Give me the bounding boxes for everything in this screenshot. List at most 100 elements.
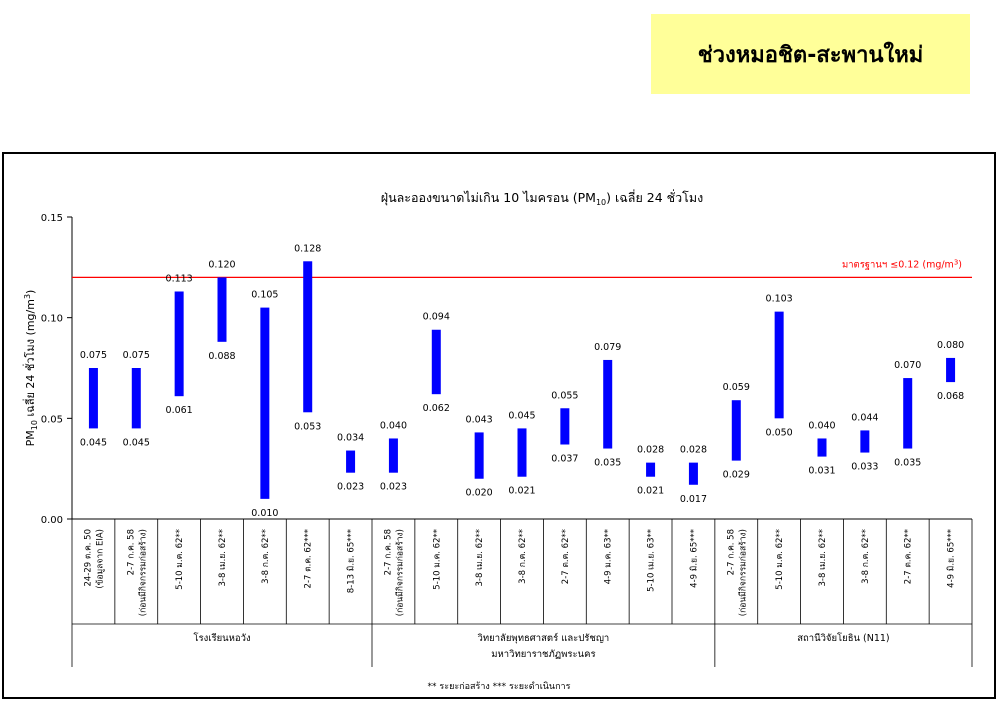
min-value-label: 0.088	[208, 351, 235, 362]
min-value-label: 0.031	[808, 466, 835, 477]
max-value-label: 0.070	[894, 360, 921, 371]
min-value-label: 0.017	[680, 494, 707, 505]
range-bar	[560, 408, 570, 445]
max-value-label: 0.040	[808, 420, 835, 431]
min-value-label: 0.037	[551, 454, 578, 465]
range-bar	[388, 438, 398, 473]
min-value-label: 0.021	[508, 486, 535, 497]
min-value-label: 0.021	[637, 486, 664, 497]
max-value-label: 0.080	[937, 340, 964, 351]
range-bar	[474, 432, 484, 479]
min-value-label: 0.050	[766, 427, 793, 438]
y-axis-title: PM10 เฉลี่ย 24 ชั่วโมง (mg/m3)	[22, 290, 39, 447]
range-bar	[517, 428, 527, 477]
max-value-label: 0.055	[551, 390, 578, 401]
min-value-label: 0.029	[723, 470, 750, 481]
category-label: 24-29 ต.ค. 50	[83, 529, 93, 587]
range-bar	[603, 359, 613, 449]
max-value-label: 0.113	[166, 273, 193, 284]
category-label: 3-8 เม.ย. 62**	[218, 529, 228, 587]
max-value-label: 0.079	[594, 342, 621, 353]
category-label: 2-7 ก.ค. 58	[383, 529, 393, 575]
range-bar	[260, 307, 270, 499]
max-value-label: 0.044	[851, 412, 878, 423]
range-bar	[946, 357, 956, 383]
category-label: 2-7 ต.ค. 62**	[904, 529, 914, 584]
y-tick-label: 0.15	[41, 213, 63, 224]
range-bar	[303, 261, 313, 413]
group-label-line2: มหาวิทยาราชภัฏพระนคร	[491, 649, 595, 660]
category-label-line2: (ข้อมูลจาก EIA)	[94, 529, 105, 589]
range-bar	[731, 400, 741, 461]
max-value-label: 0.094	[423, 312, 450, 323]
category-label: 2-7 ก.ค. 58	[726, 529, 736, 575]
min-value-label: 0.020	[466, 488, 493, 499]
min-value-label: 0.033	[851, 462, 878, 473]
category-label: 3-8 ก.ค. 62**	[261, 529, 271, 584]
max-value-label: 0.128	[294, 243, 321, 254]
min-value-label: 0.062	[423, 403, 450, 414]
range-bar	[431, 329, 441, 395]
max-value-label: 0.105	[251, 290, 278, 301]
min-value-label: 0.045	[123, 437, 150, 448]
max-value-label: 0.040	[380, 420, 407, 431]
max-value-label: 0.028	[637, 445, 664, 456]
min-value-label: 0.053	[294, 421, 321, 432]
y-tick-label: 0.00	[41, 515, 63, 526]
category-label: 2-7 ก.ค. 58	[126, 529, 136, 575]
category-label: 5-10 ม.ค. 62**	[775, 529, 785, 590]
max-value-label: 0.043	[466, 414, 493, 425]
category-label: 8-13 มิ.ย. 65***	[347, 529, 357, 593]
min-value-label: 0.061	[166, 405, 193, 416]
min-value-label: 0.035	[594, 458, 621, 469]
max-value-label: 0.120	[208, 259, 235, 270]
min-value-label: 0.010	[251, 508, 278, 519]
max-value-label: 0.045	[508, 410, 535, 421]
category-label-line2: (ก่อนมีกิจกรรมก่อสร้าง)	[394, 529, 405, 616]
category-label: 2-7 ต.ค. 62**	[561, 529, 571, 584]
chart-frame: ฝุ่นละอองขนาดไม่เกิน 10 ไมครอน (PM10) เฉ…	[2, 152, 996, 699]
min-value-label: 0.023	[337, 482, 364, 493]
range-bar	[346, 450, 356, 473]
range-bar	[903, 378, 913, 449]
range-bar	[131, 368, 141, 429]
max-value-label: 0.075	[80, 350, 107, 361]
group-label: สถานีวิจัยโยธิน (N11)	[797, 632, 889, 644]
group-label: วิทยาลัยพุทธศาสตร์ และปรัชญา	[477, 632, 609, 644]
max-value-label: 0.075	[123, 350, 150, 361]
min-value-label: 0.023	[380, 482, 407, 493]
max-value-label: 0.028	[680, 445, 707, 456]
y-tick-label: 0.05	[41, 414, 63, 425]
category-label: 2-7 ต.ค. 62***	[304, 529, 314, 588]
category-label: 3-8 ก.ค. 62**	[861, 529, 871, 584]
max-value-label: 0.059	[723, 382, 750, 393]
category-label: 4-9 มิ.ย. 65***	[689, 529, 699, 588]
range-bar	[646, 462, 656, 477]
category-label: 5-10 ม.ค. 62**	[175, 529, 185, 590]
slide-title-box: ช่วงหมอชิต-สะพานใหม่	[651, 14, 970, 94]
category-label: 5-10 เม.ย. 63**	[647, 529, 657, 592]
category-label: 5-10 ม.ค. 62**	[432, 529, 442, 590]
range-bar	[774, 311, 784, 419]
max-value-label: 0.103	[766, 294, 793, 305]
range-bar	[174, 291, 184, 397]
category-label: 4-9 ม.ค. 63**	[604, 529, 614, 584]
range-bar	[860, 430, 870, 453]
category-label-line2: (ก่อนมีกิจกรรมก่อสร้าง)	[737, 529, 748, 616]
range-bar	[217, 277, 227, 342]
category-label: 3-8 เม.ย. 62**	[475, 529, 485, 587]
standard-limit-label: มาตรฐานฯ ≤0.12 (mg/m3)	[842, 258, 962, 270]
max-value-label: 0.034	[337, 433, 364, 444]
group-label: โรงเรียนหอวัง	[193, 632, 250, 644]
chart-title: ฝุ่นละอองขนาดไม่เกิน 10 ไมครอน (PM10) เฉ…	[381, 189, 703, 207]
min-value-label: 0.068	[937, 391, 964, 402]
category-label: 3-8 เม.ย. 62**	[818, 529, 828, 587]
legend-note: ** ระยะก่อสร้าง *** ระยะดำเนินการ	[428, 681, 571, 692]
range-bar	[817, 438, 827, 457]
pm10-range-chart: ฝุ่นละอองขนาดไม่เกิน 10 ไมครอน (PM10) เฉ…	[22, 189, 973, 692]
slide-title: ช่วงหมอชิต-สะพานใหม่	[697, 42, 924, 68]
category-label: 3-8 ก.ค. 62**	[518, 529, 528, 584]
min-value-label: 0.035	[894, 458, 921, 469]
range-bar	[88, 368, 98, 429]
min-value-label: 0.045	[80, 437, 107, 448]
